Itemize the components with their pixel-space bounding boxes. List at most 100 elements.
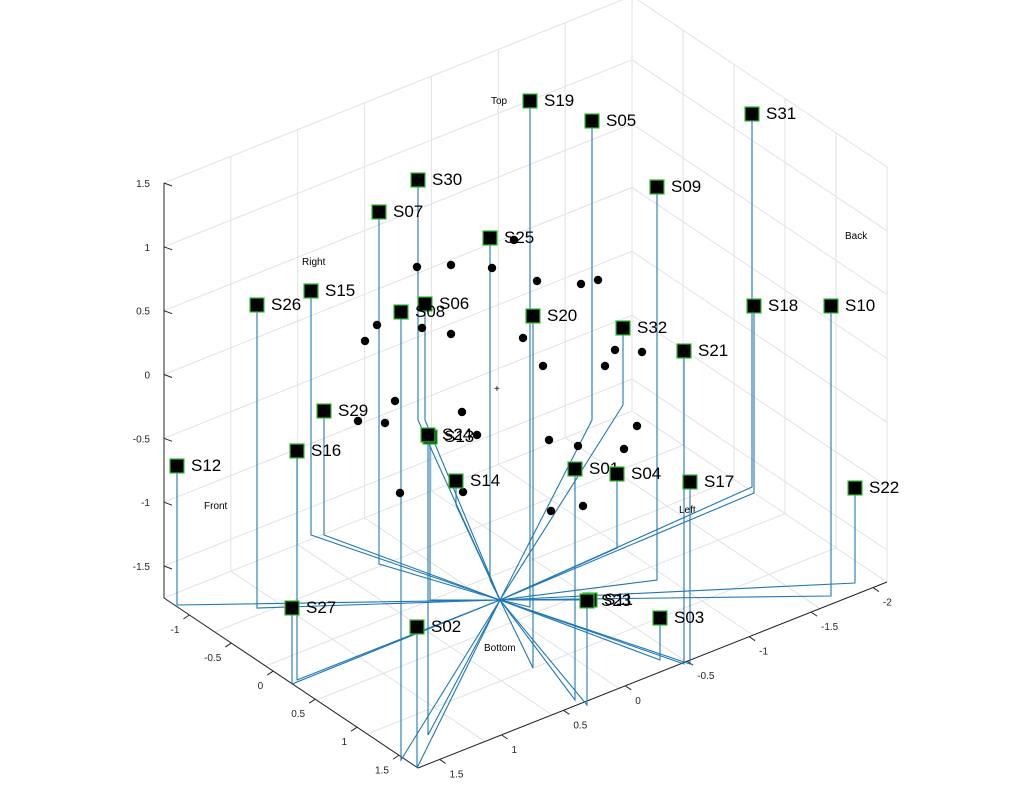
source-stems	[176, 101, 856, 769]
source-marker-s31	[744, 106, 760, 122]
receiver-point	[360, 336, 370, 346]
stem-s20	[499, 316, 534, 669]
grid-line	[163, 410, 633, 599]
receiver-point	[472, 430, 482, 440]
source-label-s15: S15	[325, 281, 355, 300]
source-marker-s08	[393, 304, 409, 320]
source-marker-s16	[289, 443, 305, 459]
source-label-s03: S03	[674, 608, 704, 627]
x-tick-label: 1.5	[375, 765, 389, 776]
source-marker-s04	[609, 466, 625, 482]
source-marker-s12	[169, 458, 185, 474]
receiver-point	[446, 329, 456, 339]
receiver-point	[412, 262, 422, 272]
source-marker-s14	[448, 473, 464, 489]
y-tick-label: -0.5	[697, 671, 715, 682]
source-label-s10: S10	[845, 296, 875, 315]
z-tick-mark	[163, 246, 173, 251]
stem-s31	[499, 114, 753, 601]
receiver-point	[600, 361, 610, 371]
source-marker-s15	[303, 283, 319, 299]
source-label-s21: S21	[698, 341, 728, 360]
source-label-s26: S26	[271, 295, 301, 314]
x-tick-mark	[392, 754, 400, 760]
source-marker-s07	[371, 204, 387, 220]
tick-labels: 1.5 1 0.5 0 -0.5 -1 -1.5 -1 -0.5 0 0.5 1 1.5 -2 -1.5 -1…	[133, 179, 892, 780]
stem-s29	[323, 411, 501, 601]
grid-line	[431, 490, 687, 663]
y-tick-mark	[501, 734, 508, 740]
receiver-point	[353, 416, 363, 426]
grid-line	[163, 314, 633, 503]
source-label-s20: S20	[547, 306, 577, 325]
receiver-point	[538, 361, 548, 371]
source-marker-s30	[410, 172, 426, 188]
y-tick-mark	[872, 587, 880, 592]
receiver-point	[546, 506, 556, 516]
z-tick-label: 0	[144, 371, 150, 382]
grid-line	[631, 250, 888, 423]
source-label-s19: S19	[544, 91, 574, 110]
grid-line	[163, 187, 633, 375]
z-tick-label: 1.5	[136, 179, 150, 190]
stem-s02	[416, 599, 501, 769]
source-label-s29: S29	[338, 401, 368, 420]
stem-s26	[256, 305, 501, 609]
stem-s17	[499, 482, 691, 665]
stem-s19	[499, 101, 531, 608]
grid-line	[637, 0, 888, 168]
source-label-s18: S18	[768, 296, 798, 315]
direction-label-top: Top	[491, 96, 508, 107]
source-label-s22: S22	[869, 478, 899, 497]
y-tick-mark	[563, 709, 570, 715]
x-tick-label: -1	[170, 625, 179, 636]
receiver-point	[518, 333, 528, 343]
source-label-s16: S16	[311, 441, 341, 460]
receiver-point	[619, 444, 629, 454]
stem-s13	[429, 437, 500, 601]
source-marker-s05	[584, 113, 600, 129]
stem-s05	[499, 121, 593, 601]
direction-labels: Top Back Right Front Left Bottom	[204, 96, 868, 654]
y-tick-label: 0.5	[573, 720, 587, 731]
receiver-point	[395, 488, 405, 498]
source-marker-s01	[567, 461, 583, 477]
receiver-point	[637, 347, 647, 357]
source-marker-s19	[522, 93, 538, 109]
z-tick-label: 1	[144, 243, 150, 254]
source-label-s24: S24	[442, 425, 472, 444]
grid-line	[631, 59, 888, 232]
receiver-point	[632, 421, 642, 431]
source-marker-s20	[525, 308, 541, 324]
receiver-point	[487, 263, 497, 273]
z-tick-mark	[163, 565, 173, 570]
source-label-s05: S05	[606, 111, 636, 130]
z-tick-label: -1	[141, 498, 150, 509]
z-tick-mark	[163, 310, 173, 315]
source-label-s11: S11	[604, 590, 633, 609]
source-marker-s09	[649, 179, 665, 195]
receiver-point	[458, 487, 468, 497]
receiver-point	[544, 435, 554, 445]
receiver-point	[578, 501, 588, 511]
source-marker-s21	[676, 343, 692, 359]
receiver-point	[576, 279, 586, 289]
z-tick-label: -1.5	[133, 562, 151, 573]
grid-line	[163, 59, 633, 248]
x-tick-mark	[350, 726, 358, 732]
source-label-s07: S07	[393, 202, 423, 221]
receiver-point	[532, 276, 542, 286]
receiver-point	[380, 418, 390, 428]
source-label-s02: S02	[431, 617, 461, 636]
source-marker-s24	[420, 427, 436, 443]
direction-label-right: Right	[302, 257, 326, 268]
x-tick-mark	[308, 698, 316, 704]
z-tick-mark	[163, 374, 173, 378]
source-marker-s06	[417, 296, 433, 312]
x-tick-mark	[225, 642, 232, 648]
stem-s08	[400, 312, 501, 762]
x-tick-mark	[183, 614, 190, 620]
grid-line	[631, 314, 888, 487]
